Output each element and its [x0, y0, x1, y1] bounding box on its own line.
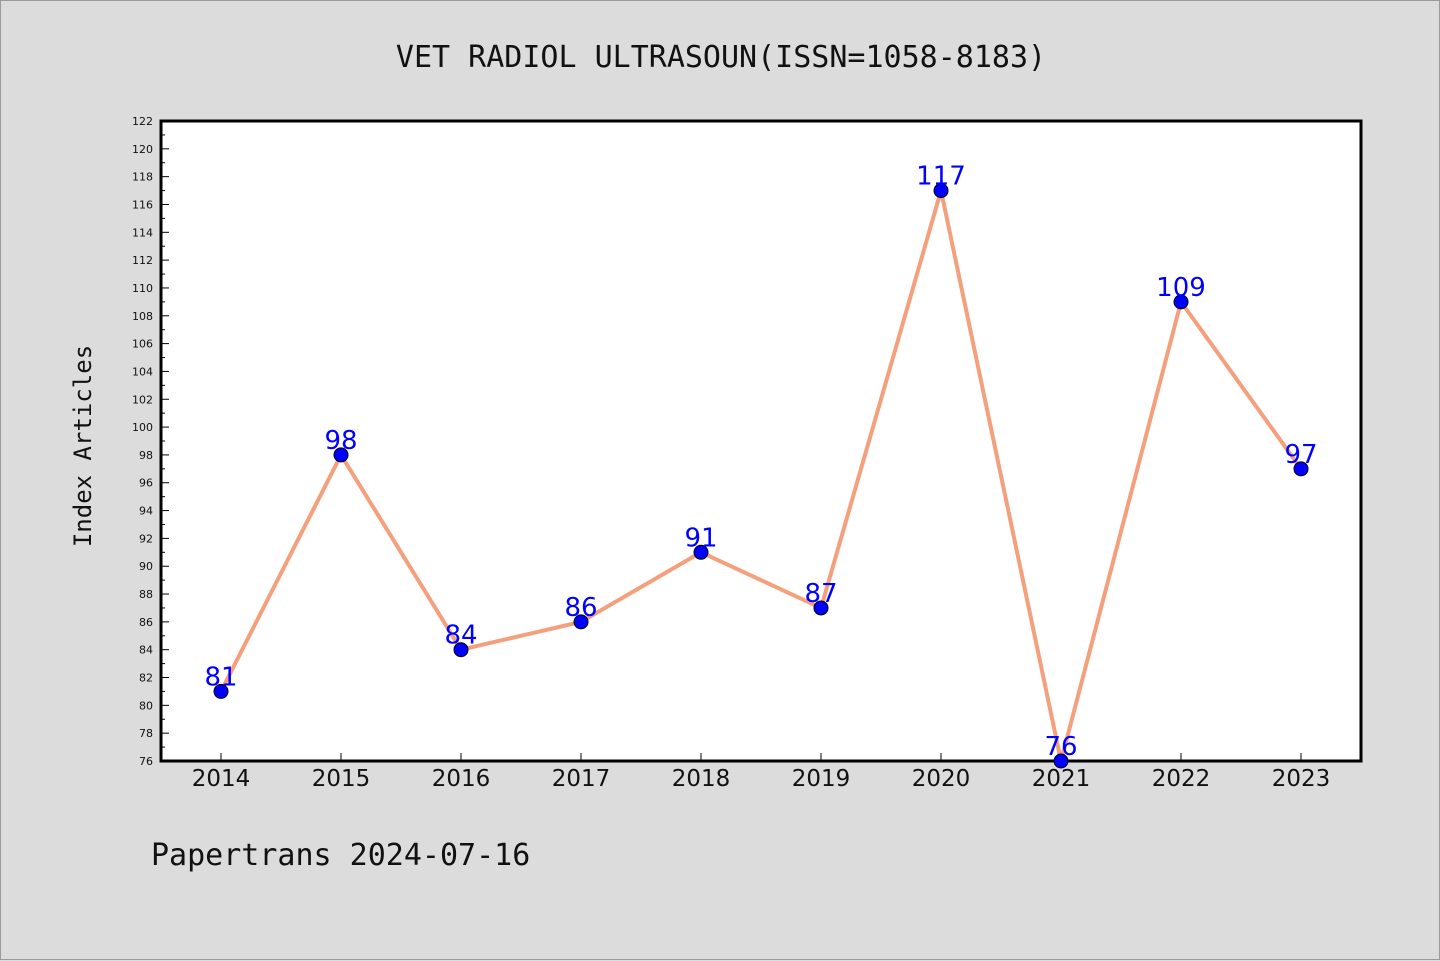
y-tick-label: 76 — [139, 755, 153, 768]
data-point — [453, 642, 469, 658]
plot-area — [159, 119, 1363, 763]
y-tick-label: 114 — [132, 226, 153, 239]
y-tick-label: 94 — [139, 505, 153, 518]
data-label: 86 — [564, 593, 597, 623]
y-tick-label: 86 — [139, 616, 153, 629]
footer-text: Papertrans 2024-07-16 — [151, 838, 530, 873]
x-tick-label: 2017 — [552, 766, 611, 792]
y-tick-label: 104 — [132, 365, 153, 378]
y-tick-label: 116 — [132, 198, 153, 211]
data-label: 98 — [324, 426, 357, 456]
data-point — [573, 614, 589, 630]
y-tick-label: 80 — [139, 699, 153, 712]
data-point — [213, 683, 229, 699]
x-tick-label: 2021 — [1032, 766, 1091, 792]
chart-title: VET RADIOL ULTRASOUN(ISSN=1058-8183) — [396, 40, 1046, 75]
y-tick-label: 100 — [132, 421, 153, 434]
y-tick-label: 102 — [132, 393, 153, 406]
series-group: 81 98 84 86 91 87 117 76 109 97 — [204, 162, 1318, 769]
y-tick-label: 118 — [132, 171, 153, 184]
y-tick-label: 96 — [139, 477, 153, 490]
x-tick-label: 2019 — [792, 766, 851, 792]
data-label: 109 — [1156, 273, 1206, 303]
data-label: 81 — [204, 662, 237, 692]
y-tick-label: 98 — [139, 449, 153, 462]
y-tick-label: 78 — [139, 727, 153, 740]
x-axis-ticks: 2014 2015 2016 2017 2018 2019 2020 2021 2022 2023 — [192, 753, 1331, 792]
data-label: 76 — [1044, 732, 1077, 762]
y-tick-label: 92 — [139, 532, 153, 545]
data-label: 117 — [916, 162, 966, 192]
data-point — [333, 447, 349, 463]
y-tick-label: 108 — [132, 310, 153, 323]
y-tick-label: 122 — [132, 115, 153, 128]
x-tick-label: 2020 — [912, 766, 971, 792]
data-point — [1293, 461, 1309, 477]
data-label: 97 — [1284, 440, 1317, 470]
x-tick-label: 2016 — [432, 766, 491, 792]
y-tick-label: 110 — [132, 282, 153, 295]
data-label: 91 — [684, 523, 717, 553]
data-point — [813, 600, 829, 616]
x-tick-label: 2015 — [312, 766, 371, 792]
y-tick-label: 88 — [139, 588, 153, 601]
y-tick-label: 112 — [132, 254, 153, 267]
x-tick-label: 2018 — [672, 766, 731, 792]
x-tick-label: 2023 — [1272, 766, 1331, 792]
data-point — [693, 544, 709, 560]
data-label: 84 — [444, 621, 477, 651]
y-tick-label: 84 — [139, 644, 153, 657]
data-point — [933, 183, 949, 199]
x-tick-label: 2014 — [192, 766, 251, 792]
y-axis-label: Index Articles — [69, 345, 97, 547]
data-point — [1053, 753, 1069, 769]
data-point — [1173, 294, 1189, 310]
x-tick-label: 2022 — [1152, 766, 1211, 792]
series-line — [219, 190, 1303, 762]
y-tick-label: 90 — [139, 560, 153, 573]
y-axis-ticks: 76 78 80 82 84 86 88 90 92 94 96 98 100 102 104 106 108 1… — [132, 115, 169, 768]
y-tick-label: 120 — [132, 143, 153, 156]
y-tick-label: 82 — [139, 672, 153, 685]
data-label: 87 — [804, 579, 837, 609]
y-tick-label: 106 — [132, 338, 153, 351]
